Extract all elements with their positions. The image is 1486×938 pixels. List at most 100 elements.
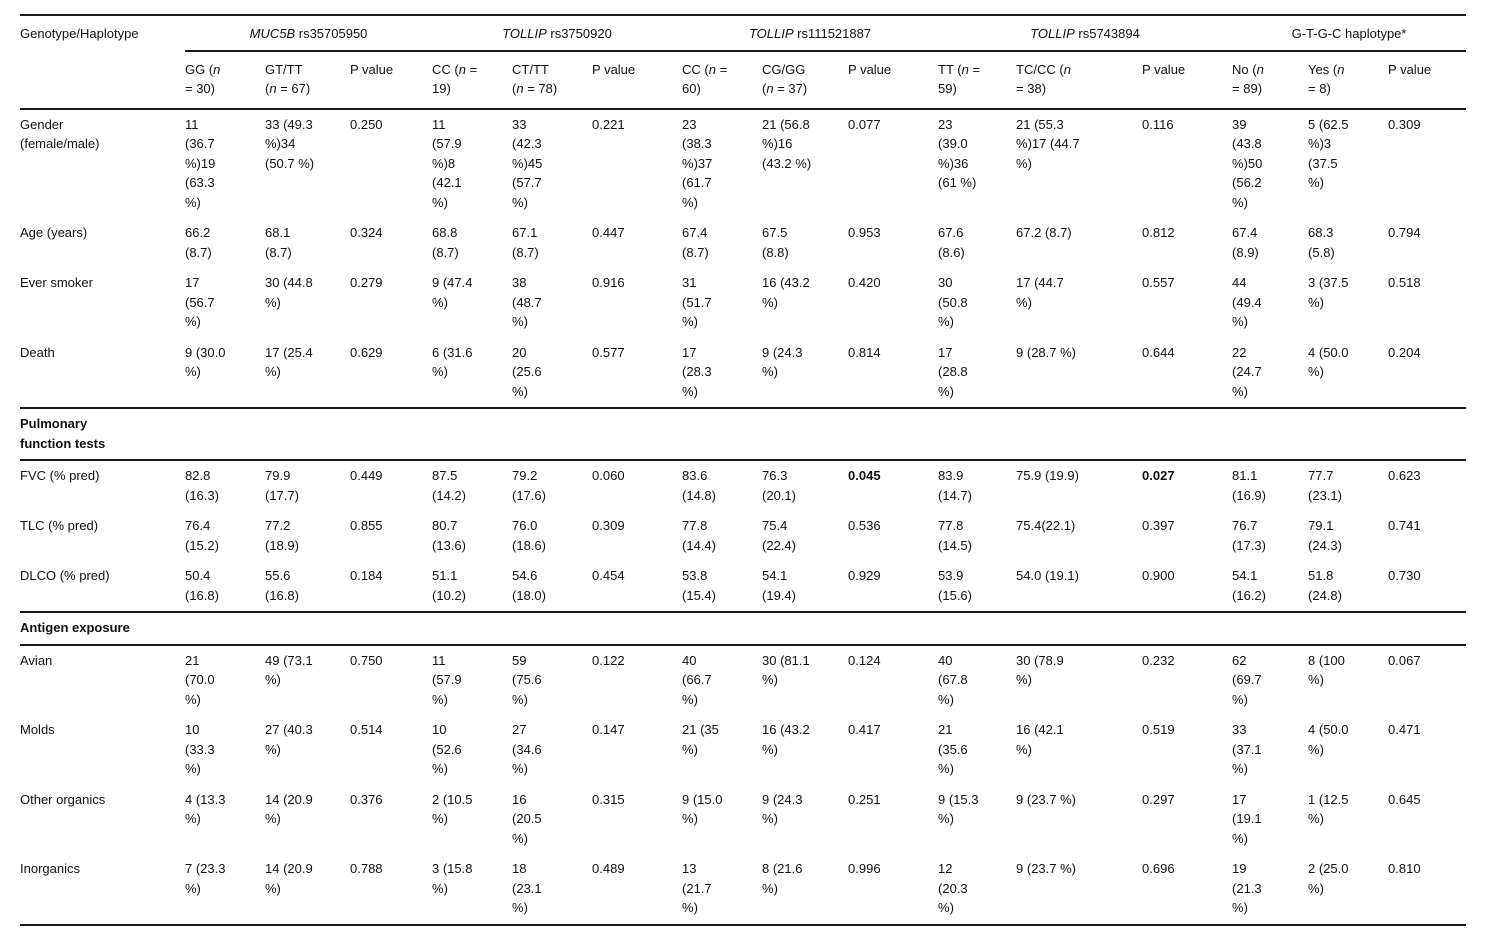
p-value-cell: 0.629 xyxy=(350,344,383,360)
p-value-cell: 0.557 xyxy=(1142,275,1175,290)
value-cell: 9 (28.7 %) xyxy=(1016,344,1077,360)
value-cell: 21 (35.6 %) xyxy=(938,722,968,776)
value-cell: 10 (52.6 %) xyxy=(432,722,462,776)
value-cell: 40 (67.8 %) xyxy=(938,652,968,707)
value-cell: 17 (25.4 %) xyxy=(265,344,313,380)
p-value-cell: 0.814 xyxy=(848,344,881,360)
table-row: Ever smoker 17 (56.7 %) 30 (44.8 %) 0.279 9 … xyxy=(20,268,1466,338)
p-value-cell: 0.855 xyxy=(350,518,383,533)
p-value-cell: 0.696 xyxy=(1142,861,1175,876)
value-cell: 79.1 (24.3) xyxy=(1308,518,1342,553)
value-cell: 81.1 (16.9) xyxy=(1232,468,1266,503)
n-symbol: n xyxy=(1256,61,1264,77)
value-cell: 79.2 (17.6) xyxy=(512,468,546,503)
value-cell: 67.6 (8.6) xyxy=(938,225,965,260)
n-symbol: n xyxy=(269,81,277,96)
value-cell: 59 (75.6 %) xyxy=(512,652,542,707)
value-cell: 55.6 (16.8) xyxy=(265,568,299,603)
n-symbol: n xyxy=(458,61,466,77)
column-header: GG (n = 30) xyxy=(185,50,265,110)
p-value-cell: 0.577 xyxy=(592,344,625,360)
value-cell: 27 (40.3 %) xyxy=(265,722,313,757)
row-label: TLC (% pred) xyxy=(20,518,99,533)
value-cell: 19 (21.3 %) xyxy=(1232,861,1262,915)
group-header-row: Genotype/Haplotype MUC5B rs35705950 TOLLI… xyxy=(20,15,1467,110)
group-header-5: G-T-G-C haplotype* xyxy=(1232,15,1467,52)
value-cell: 66.2 (8.7) xyxy=(185,225,212,260)
value-cell: 62 (69.7 %) xyxy=(1232,652,1262,707)
value-cell: 53.8 (15.4) xyxy=(682,568,716,603)
gene-name: TOLLIP xyxy=(1030,26,1075,41)
column-header: Yes (n = 8) xyxy=(1308,50,1389,110)
p-value-cell: 0.454 xyxy=(592,568,625,583)
value-cell: 83.9 (14.7) xyxy=(938,468,972,503)
column-header: GT/TT (n = 67) xyxy=(265,50,350,110)
p-value-cell: 0.420 xyxy=(848,275,881,290)
value-cell: 21 (56.8 %)16 (43.2 %) xyxy=(762,116,812,171)
value-cell: 4 (13.3 %) xyxy=(185,791,226,827)
value-cell: 16 (20.5 %) xyxy=(512,791,542,846)
p-value-cell: 0.324 xyxy=(350,225,383,240)
group-header-3: TOLLIP rs111521887 xyxy=(682,15,939,52)
p-value-cell: 0.953 xyxy=(848,225,881,240)
p-value-header: P value xyxy=(592,50,683,110)
value-cell: 12 (20.3 %) xyxy=(938,861,968,915)
group-header-1: MUC5B rs35705950 xyxy=(185,15,433,52)
value-cell: 54.1 (16.2) xyxy=(1232,568,1266,603)
p-value-cell: 0.447 xyxy=(592,225,625,240)
p-value-cell: 0.124 xyxy=(848,652,881,668)
value-cell: 77.8 (14.4) xyxy=(682,518,716,553)
gene-name: MUC5B xyxy=(249,26,296,41)
table-row: Inorganics 7 (23.3 %) 14 (20.9 %) 0.788 3 (1… xyxy=(20,854,1466,925)
p-value-header: P value xyxy=(1142,50,1233,110)
value-cell: 54.6 (18.0) xyxy=(512,568,546,603)
p-value-cell: 0.519 xyxy=(1142,722,1175,737)
section-label: Pulmonary function tests xyxy=(20,407,185,461)
table-row: Gender (female/male) 11 (36.7 %)19 (63.3 … xyxy=(20,109,1466,219)
value-cell: 77.2 (18.9) xyxy=(265,518,299,553)
table-header: Genotype/Haplotype MUC5B rs35705950 TOLLI… xyxy=(20,15,1467,110)
value-cell: 76.7 (17.3) xyxy=(1232,518,1266,553)
table-row: FVC (% pred) 82.8 (16.3) 79.9 (17.7) 0.449 8… xyxy=(20,460,1466,511)
row-label: DLCO (% pred) xyxy=(20,568,110,583)
n-symbol: n xyxy=(1063,61,1071,77)
table-row: Molds 10 (33.3 %) 27 (40.3 %) 0.514 10 (52.6… xyxy=(20,715,1466,785)
section-filler xyxy=(185,407,1467,461)
column-header: CT/TT (n = 78) xyxy=(512,50,593,110)
value-cell: 4 (50.0 %) xyxy=(1308,344,1349,380)
value-cell: 30 (78.9 %) xyxy=(1016,652,1064,688)
row-label: Inorganics xyxy=(20,861,80,876)
p-value-cell: 0.645 xyxy=(1388,791,1421,807)
value-cell: 5 (62.5 %)3 (37.5 %) xyxy=(1308,116,1349,191)
value-cell: 51.8 (24.8) xyxy=(1308,568,1342,603)
p-value-cell: 0.812 xyxy=(1142,225,1175,240)
p-value-cell: 0.376 xyxy=(350,791,383,807)
table-row: DLCO (% pred) 50.4 (16.8) 55.6 (16.8) 0.184… xyxy=(20,561,1466,612)
n-symbol: n xyxy=(516,81,524,96)
value-cell: 67.1 (8.7) xyxy=(512,225,539,260)
gene-name: TOLLIP xyxy=(502,26,547,41)
value-cell: 9 (24.3 %) xyxy=(762,344,803,380)
value-cell: 68.8 (8.7) xyxy=(432,225,459,260)
p-value-cell: 0.916 xyxy=(592,275,625,290)
table-row: Avian 21 (70.0 %) 49 (73.1 %) 0.750 11 (57.9… xyxy=(20,645,1466,716)
value-cell: 30 (50.8 %) xyxy=(938,275,968,329)
section-label: Antigen exposure xyxy=(20,611,185,646)
value-cell: 39 (43.8 %)50 (56.2 %) xyxy=(1232,116,1263,210)
value-cell: 1 (12.5 %) xyxy=(1308,791,1349,827)
value-cell: 9 (30.0 %) xyxy=(185,344,226,380)
value-cell: 18 (23.1 %) xyxy=(512,861,542,915)
p-value-cell: 0.929 xyxy=(848,568,881,583)
value-cell: 67.2 (8.7) xyxy=(1016,225,1072,240)
corner-header: Genotype/Haplotype xyxy=(20,15,185,110)
column-header: TT (n = 59) xyxy=(938,50,1017,110)
p-value-cell: 0.730 xyxy=(1388,568,1421,583)
p-value-cell: 0.060 xyxy=(592,468,625,483)
value-cell: 17 (56.7 %) xyxy=(185,275,215,329)
value-cell: 13 (21.7 %) xyxy=(682,861,712,915)
p-value-cell: 0.297 xyxy=(1142,791,1175,807)
value-cell: 8 (21.6 %) xyxy=(762,861,803,896)
value-cell: 9 (23.7 %) xyxy=(1016,791,1077,807)
group-header-4: TOLLIP rs5743894 xyxy=(938,15,1233,52)
